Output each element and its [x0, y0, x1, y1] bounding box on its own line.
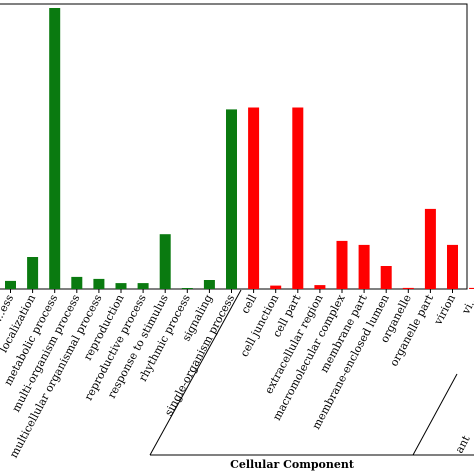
bar-11: [248, 107, 260, 289]
bars: [5, 8, 474, 290]
bar-5: [115, 283, 127, 289]
bar-15: [336, 240, 348, 289]
bar-12: [270, 285, 282, 289]
bar-10: [226, 109, 237, 290]
x-tick-label-20: virion: [431, 292, 458, 327]
bar-4: [93, 278, 105, 289]
bar-3: [71, 276, 83, 289]
bar-6: [137, 283, 149, 289]
bar-16: [358, 244, 370, 289]
bar-0: [5, 280, 16, 289]
bar-18: [402, 287, 414, 289]
bar-17: [380, 266, 392, 289]
bar-21: [469, 287, 474, 289]
group-separator-2: [412, 373, 458, 456]
group-label-ant: ant: [453, 433, 473, 456]
x-ticks: [10, 289, 453, 293]
x-tick-label-21: vi...: [459, 292, 474, 317]
bar-8: [181, 288, 193, 289]
bar-13: [292, 107, 304, 289]
x-tick-label-11: cell: [239, 292, 260, 316]
group-separator-1: [149, 289, 242, 456]
bar-7: [159, 234, 171, 289]
bar-2: [49, 8, 61, 289]
bar-20: [447, 244, 458, 289]
bar-9: [203, 280, 215, 289]
x-axis-title: Cellular Component: [230, 458, 355, 471]
bar-1: [27, 257, 39, 289]
bar-19: [424, 208, 436, 289]
bar-14: [314, 285, 326, 289]
